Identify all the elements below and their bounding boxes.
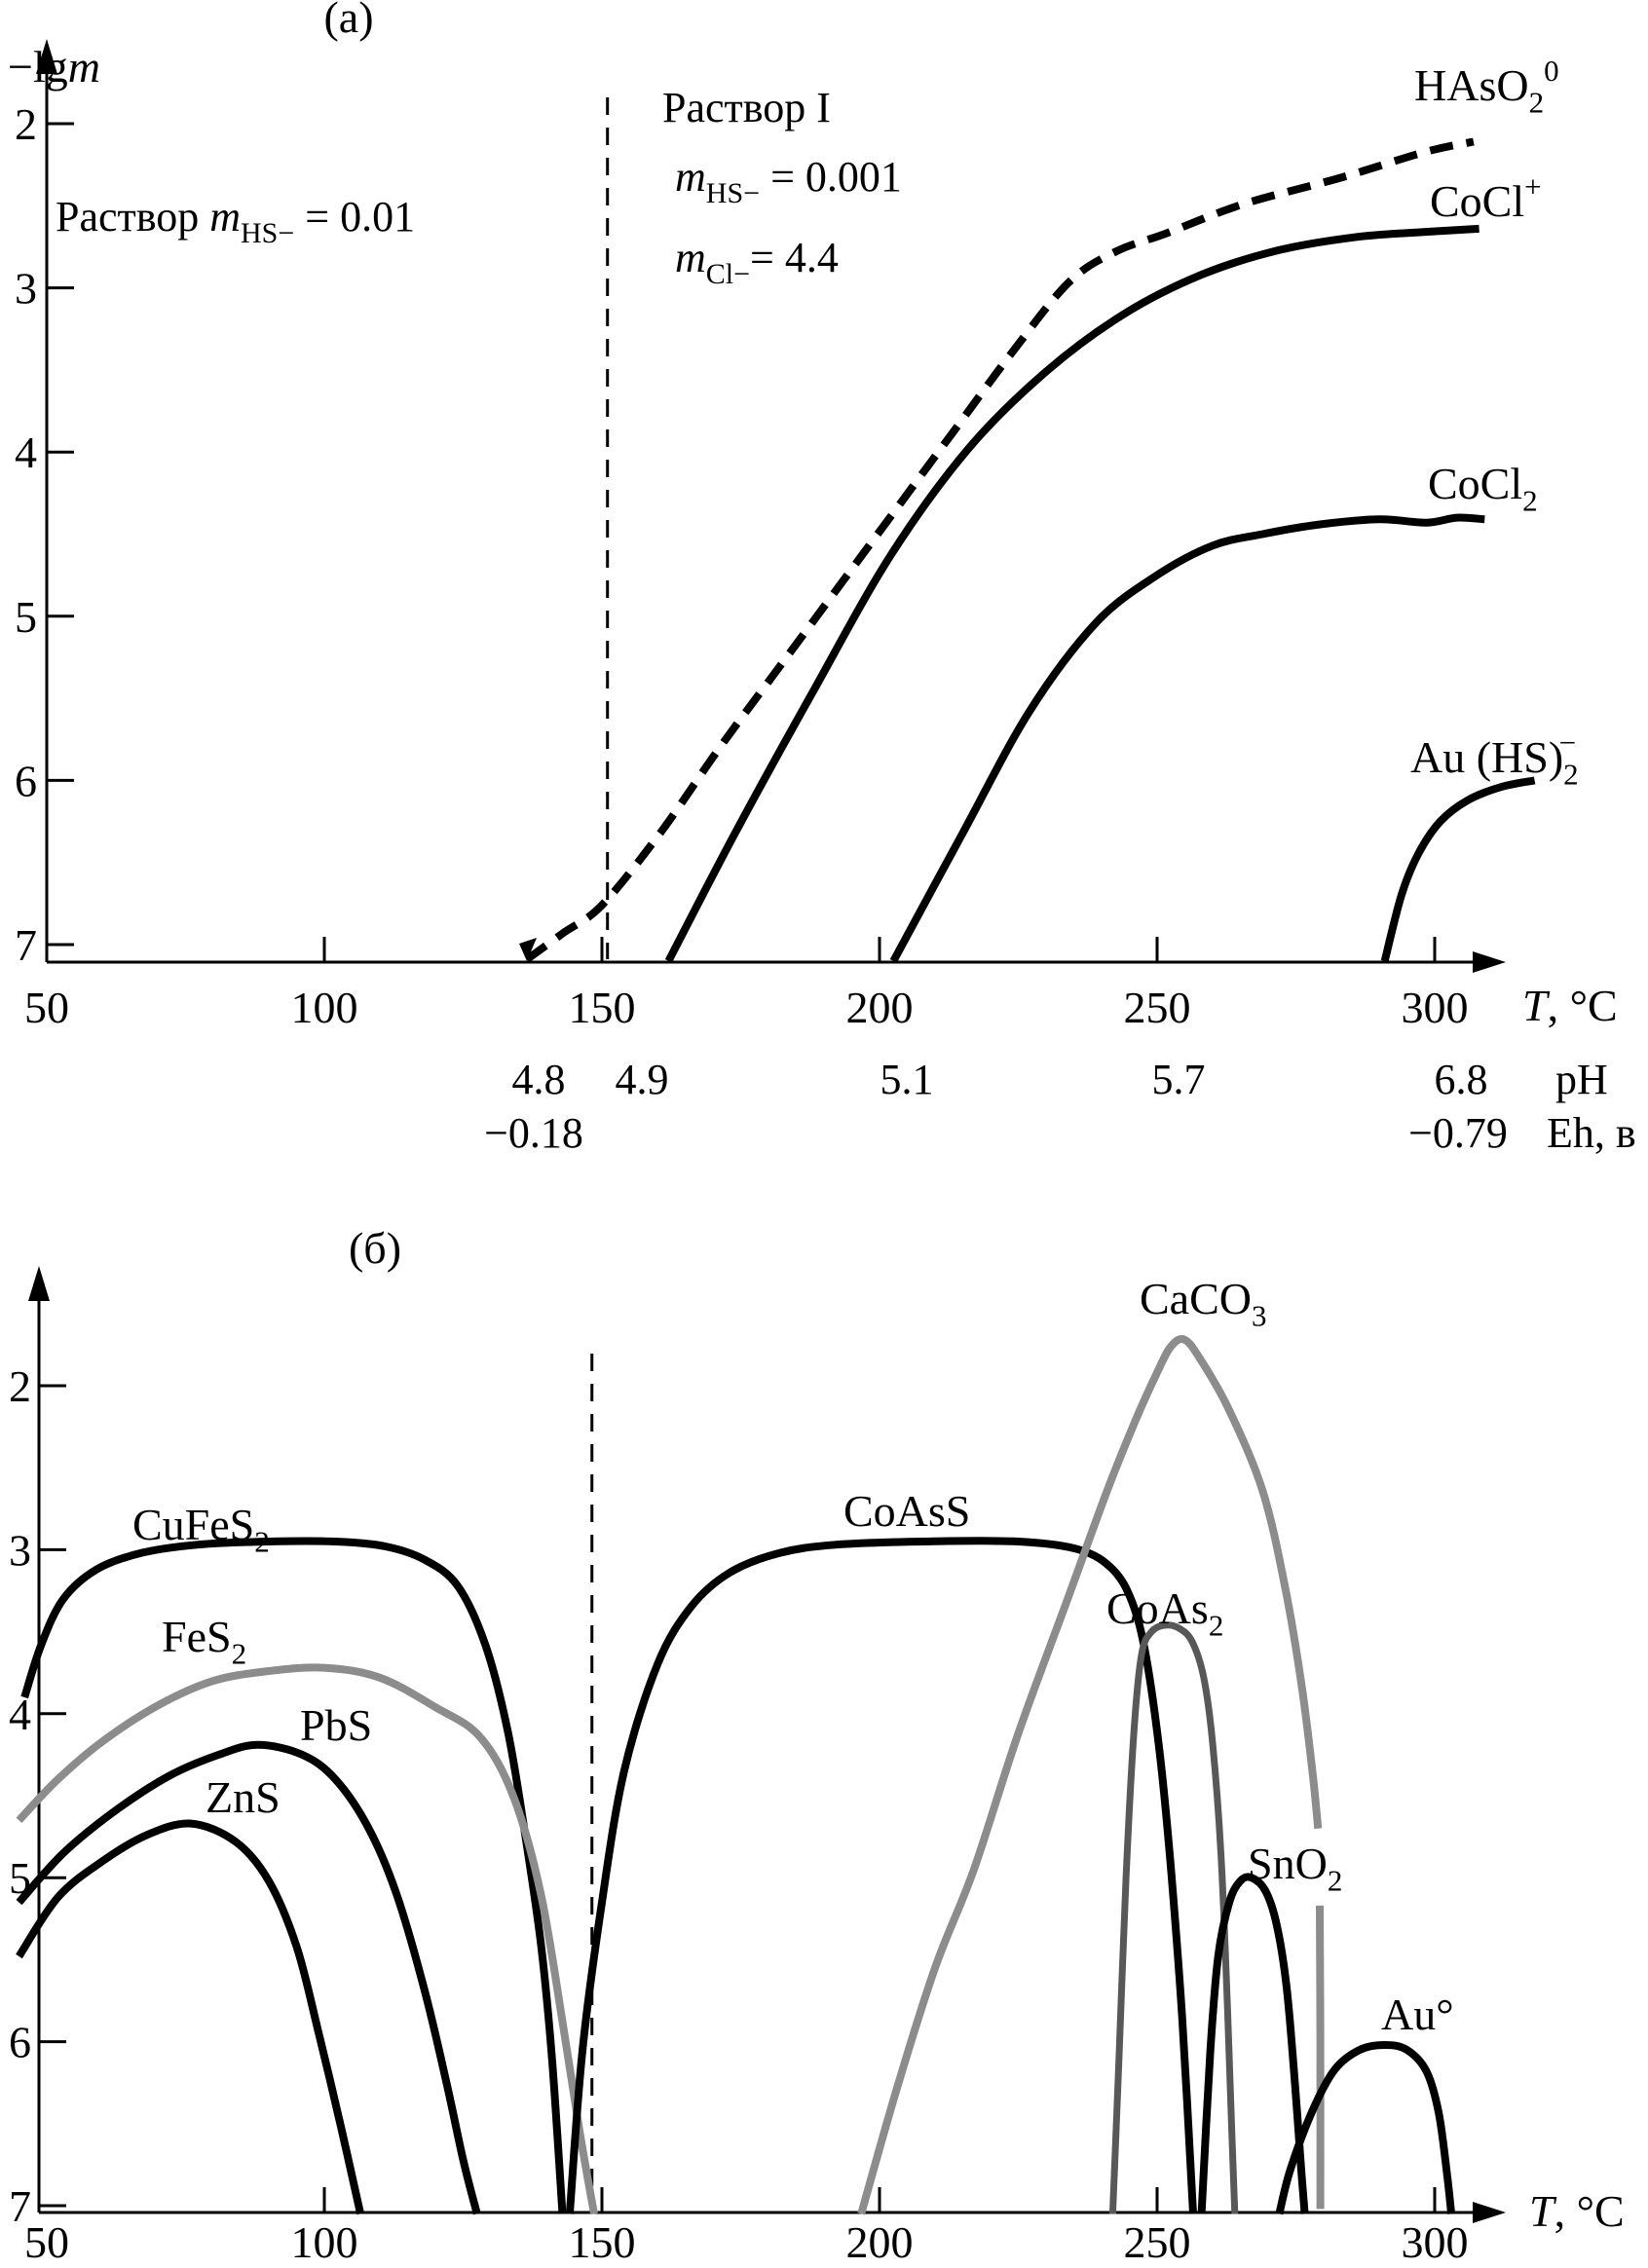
y-tick-label-b-7: 7: [9, 2181, 31, 2231]
mhs-0001-label: mHS− = 0.001: [675, 153, 902, 209]
mcl-44-label: mCl−= 4.4: [675, 234, 839, 290]
curve-cocl-plus: [664, 224, 1479, 963]
curve-sno2: [1197, 1873, 1309, 2214]
curve-coas2-label: CoAs2: [1106, 1583, 1223, 1642]
curve-cocl2-label: CoCl2: [1428, 459, 1538, 517]
y-tick-label-b-4: 4: [9, 1690, 31, 1739]
solution-001-label: Раствор mHS− = 0.01: [56, 193, 415, 249]
y-tick-label-b-6: 6: [9, 2018, 31, 2067]
eh-value-1: −0.79: [1408, 1109, 1508, 1157]
ph-value-0: 4.8: [512, 1056, 566, 1103]
curve-caco3-label: CaCO3: [1140, 1274, 1267, 1332]
curve-caco3-right: [1316, 1905, 1325, 2210]
curve-haso2-label: HAsO20: [1414, 54, 1559, 119]
panel-title-b: (б): [349, 1223, 401, 1273]
x-tick-label-a-50: 50: [24, 983, 69, 1032]
curve-pbs: [16, 1740, 481, 2215]
x-axis-arrow-icon-b: [1473, 2202, 1506, 2223]
ph-value-2: 5.1: [880, 1056, 934, 1103]
curve-zns-label: ZnS: [206, 1772, 281, 1822]
y-tick-label-a-7: 7: [15, 920, 37, 970]
curve-au0-label: Au°: [1381, 1989, 1454, 2039]
eh-axis-label: Eh, в: [1547, 1109, 1636, 1157]
curve-fes2: [16, 1663, 598, 2215]
curve-cufes2: [20, 1537, 567, 2214]
curve-au-hs2-label: Au (HS)2−: [1410, 725, 1579, 791]
curve-fes2-label: FeS2: [162, 1612, 246, 1670]
ph-axis-label: pH: [1555, 1056, 1608, 1103]
curve-au0: [1275, 2041, 1456, 2215]
x-tick-label-a-150: 150: [569, 983, 636, 1032]
ph-value-1: 4.9: [616, 1056, 669, 1103]
x-tick-label-b-100: 100: [291, 2217, 358, 2267]
x-axis-title-a: T, °C: [1522, 981, 1618, 1030]
x-axis-arrow-icon-a: [1473, 951, 1506, 973]
x-tick-label-b-250: 250: [1124, 2217, 1191, 2267]
y-axis-arrow-icon-a: [36, 39, 57, 74]
ph-value-3: 5.7: [1152, 1056, 1206, 1103]
y-tick-label-a-4: 4: [15, 428, 37, 477]
x-tick-label-a-250: 250: [1124, 983, 1191, 1032]
curve-cocl2: [889, 513, 1485, 963]
y-tick-label-b-3: 3: [9, 1525, 31, 1575]
x-tick-label-b-50: 50: [24, 2217, 69, 2267]
curve-sno2-label: SnO2: [1248, 1839, 1342, 1897]
curve-zns: [16, 1819, 364, 2215]
ph-value-4: 6.8: [1435, 1056, 1488, 1103]
x-axis-title-b: T, °C: [1529, 2186, 1625, 2236]
panel-title-a: (a): [323, 0, 373, 42]
x-tick-label-a-300: 300: [1402, 983, 1469, 1032]
x-tick-label-a-100: 100: [291, 983, 358, 1032]
x-tick-label-a-200: 200: [846, 983, 914, 1032]
curve-pbs-label: PbS: [300, 1700, 372, 1750]
curve-coass-label: CoAsS: [843, 1486, 970, 1536]
curve-terminus-arrow-icon-a: [519, 938, 537, 961]
eh-value-0: −0.18: [484, 1109, 583, 1157]
curve-coas2: [1108, 1621, 1239, 2214]
curve-cocl-plus-label: CoCl+: [1430, 169, 1542, 226]
y-axis-arrow-icon-b: [28, 1266, 50, 1301]
solution-I-label: Раствор I: [662, 84, 831, 131]
curve-cufes2-label: CuFeS2: [132, 1500, 270, 1558]
curve-coass: [565, 1537, 1197, 2214]
y-axis-title-a: −lgm: [8, 42, 100, 92]
y-tick-label-a-2: 2: [15, 99, 37, 149]
curve-au-hs2: [1380, 776, 1536, 962]
curve-haso2: [524, 137, 1475, 963]
y-tick-label-a-3: 3: [15, 264, 37, 314]
curve-caco3: [857, 1335, 1323, 2215]
x-tick-label-b-150: 150: [569, 2217, 636, 2267]
y-tick-label-a-5: 5: [15, 592, 37, 642]
x-tick-label-b-200: 200: [846, 2217, 914, 2267]
x-tick-label-b-300: 300: [1402, 2217, 1469, 2267]
y-tick-label-a-6: 6: [15, 756, 37, 805]
y-tick-label-b-2: 2: [9, 1361, 31, 1411]
